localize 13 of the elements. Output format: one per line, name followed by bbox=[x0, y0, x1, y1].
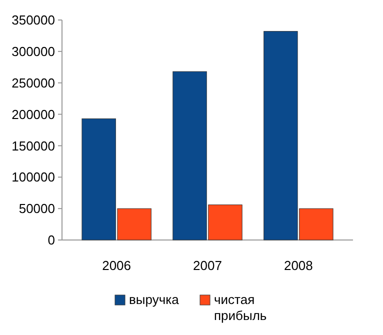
x-tick-label: 2008 bbox=[284, 258, 313, 273]
y-tick-label: 0 bbox=[48, 232, 55, 248]
y-tick-label: 150000 bbox=[12, 138, 55, 154]
x-tick-label: 2006 bbox=[102, 258, 132, 273]
y-tick-label: 350000 bbox=[12, 12, 55, 28]
x-tick-label: 2007 bbox=[193, 258, 222, 273]
y-tick-label: 200000 bbox=[12, 106, 55, 122]
legend-label: чистая прибыль bbox=[214, 292, 267, 323]
legend-label: выручка bbox=[129, 292, 180, 307]
y-tick-label: 100000 bbox=[12, 170, 55, 185]
y-tick-label: 250000 bbox=[12, 75, 55, 90]
y-tick-label: 300000 bbox=[12, 44, 55, 59]
y-tick-label: 50000 bbox=[18, 201, 55, 216]
